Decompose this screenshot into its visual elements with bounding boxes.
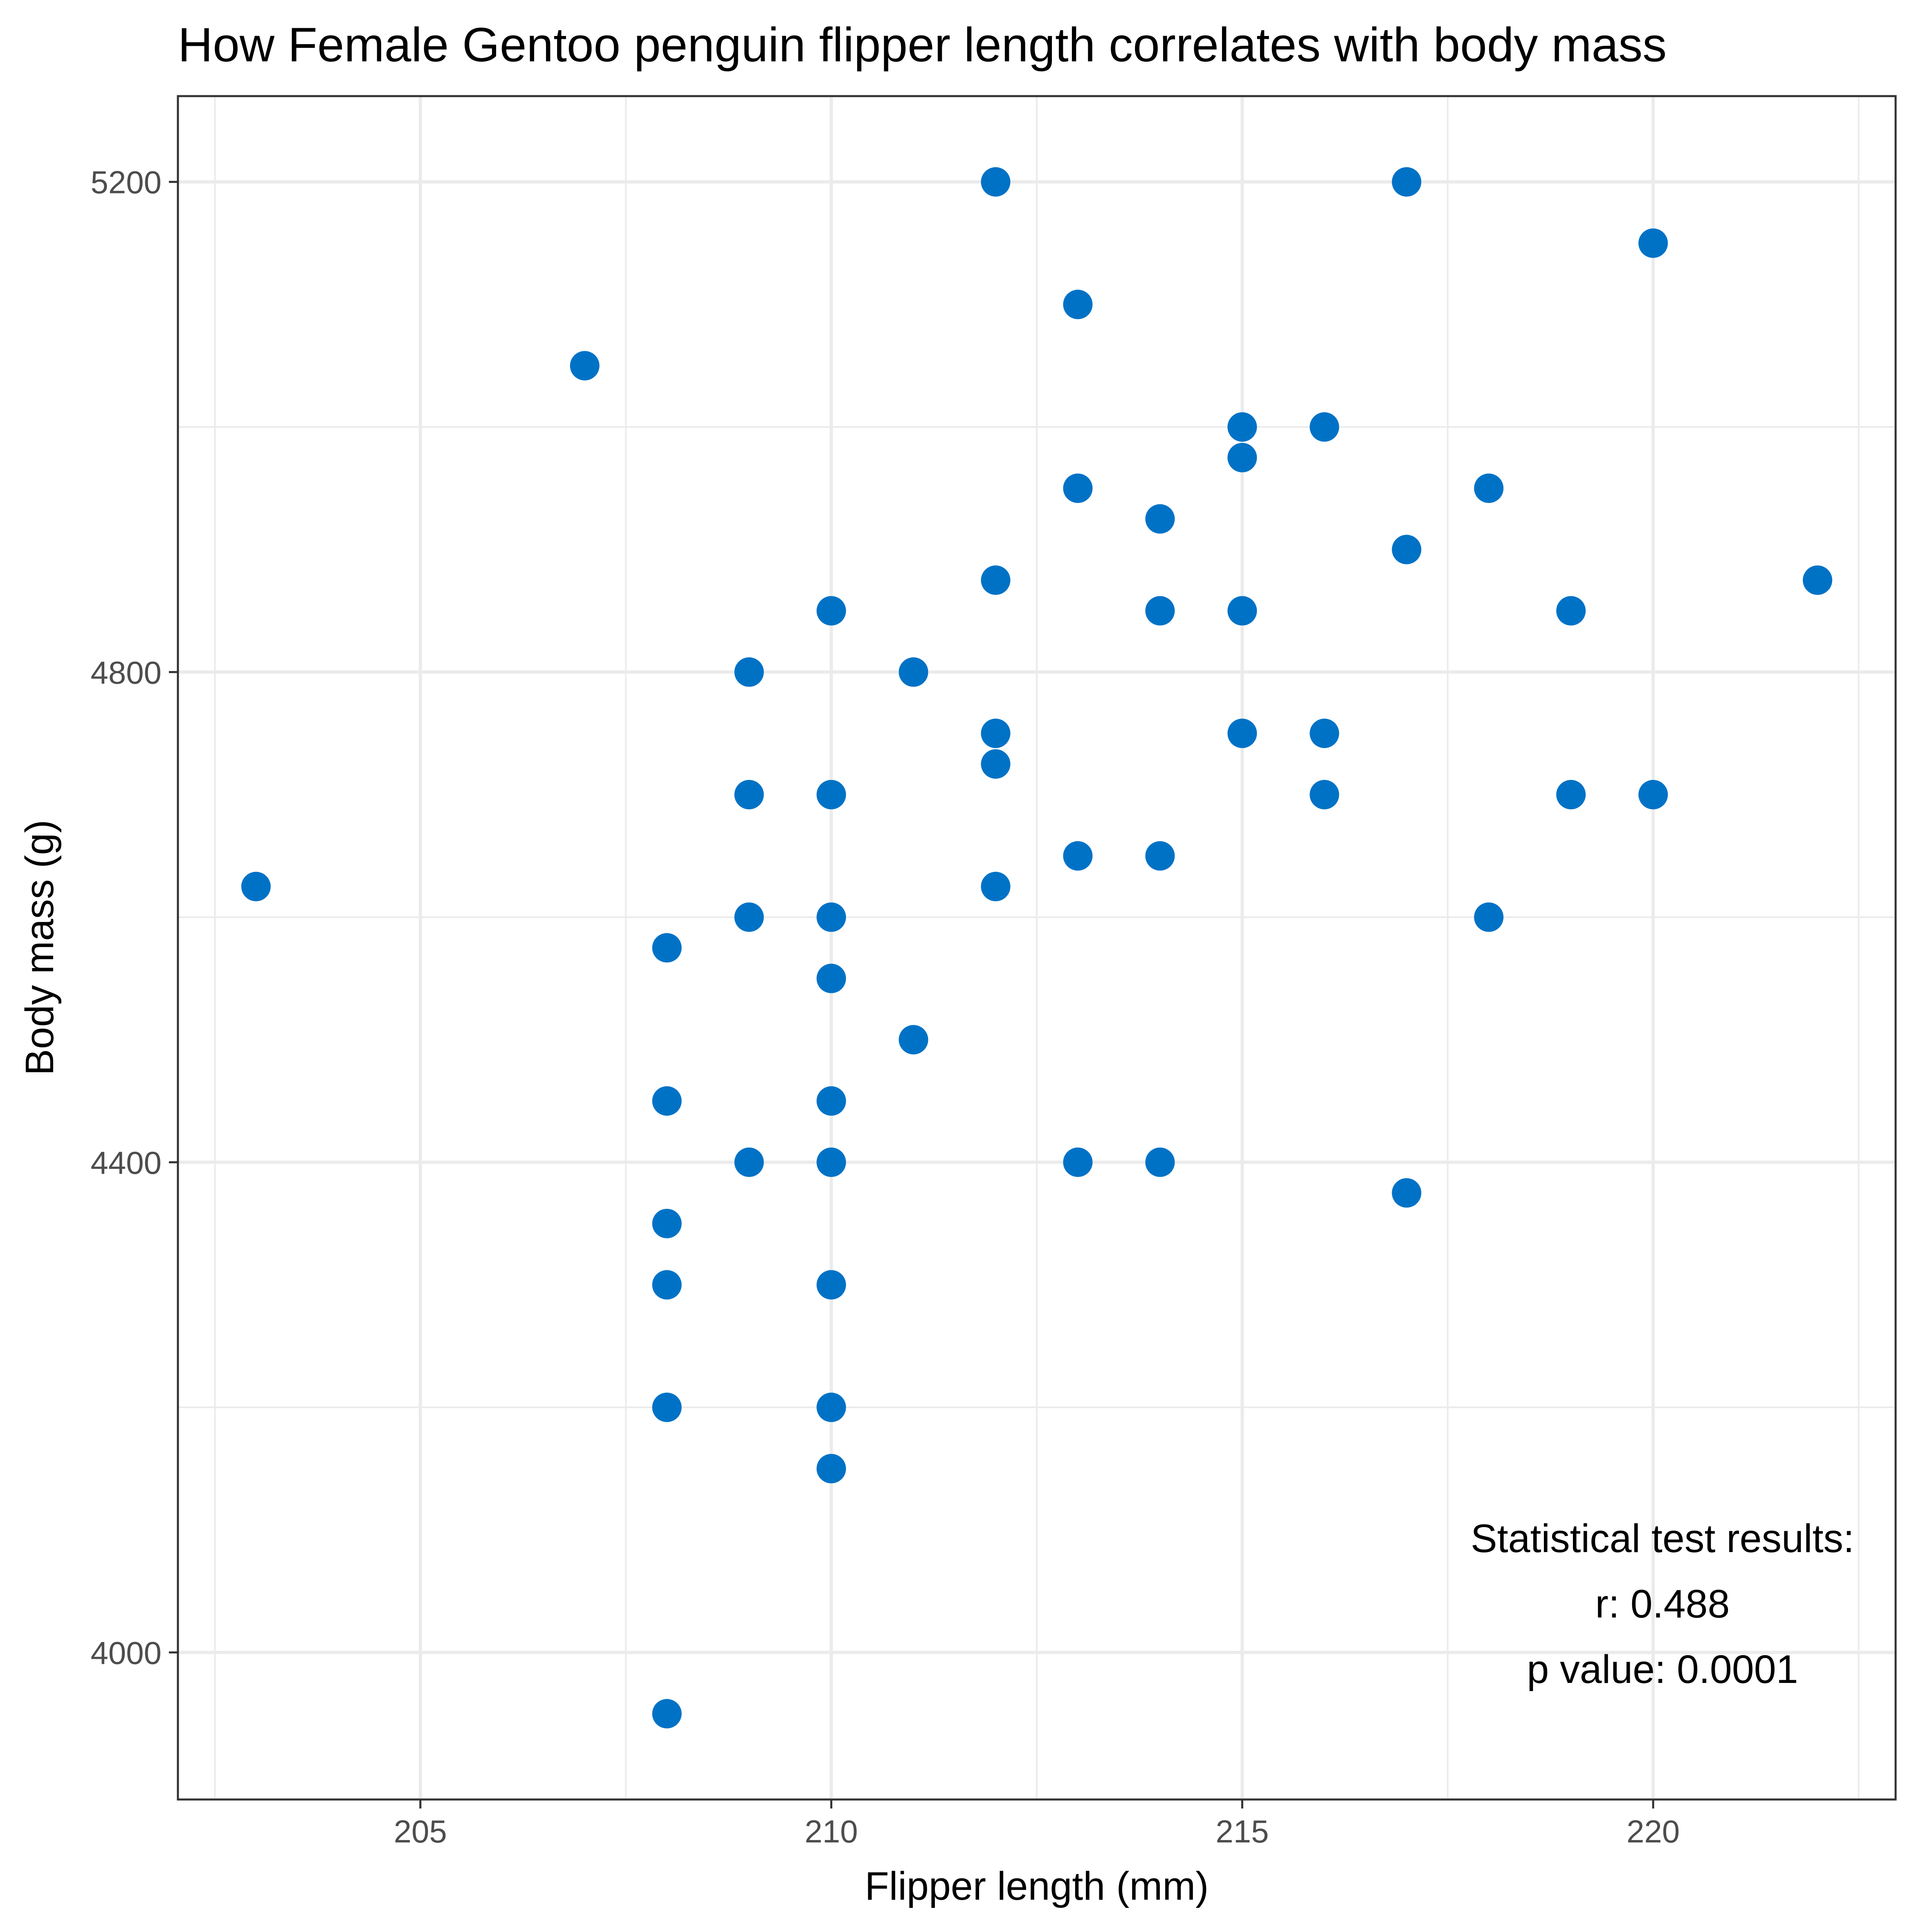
y-tick-label: 4400	[90, 1145, 162, 1181]
data-point	[241, 872, 271, 901]
data-point	[816, 1086, 846, 1116]
data-point	[734, 902, 764, 932]
stats-annotation-p: p value: 0.0001	[1527, 1647, 1798, 1692]
data-point	[1227, 412, 1257, 442]
axis-ticks: 205 210 215 220 4000 4400 4800 5200	[90, 164, 1680, 1849]
data-point	[981, 872, 1011, 901]
data-point	[1392, 167, 1422, 197]
data-point	[1063, 473, 1093, 503]
data-point	[816, 596, 846, 626]
data-point	[1310, 780, 1339, 809]
data-point	[652, 1699, 682, 1729]
data-point	[1310, 412, 1339, 442]
data-point	[734, 780, 764, 809]
data-point	[981, 167, 1011, 197]
data-point	[1474, 473, 1504, 503]
data-point	[816, 1147, 846, 1177]
data-point	[652, 1393, 682, 1422]
x-tick-label: 220	[1626, 1813, 1680, 1849]
data-points	[241, 167, 1833, 1729]
data-point	[570, 351, 600, 381]
data-point	[1638, 780, 1668, 809]
data-point	[1392, 1178, 1422, 1208]
data-point	[899, 1025, 928, 1055]
data-point	[1063, 1147, 1093, 1177]
data-point	[1063, 290, 1093, 319]
data-point	[734, 1147, 764, 1177]
data-point	[652, 933, 682, 963]
data-point	[899, 657, 928, 687]
data-point	[1145, 504, 1175, 534]
data-point	[1638, 228, 1668, 258]
data-point	[981, 719, 1011, 748]
data-point	[816, 780, 846, 809]
data-point	[1227, 443, 1257, 472]
data-point	[1556, 596, 1586, 626]
x-tick-label: 215	[1215, 1813, 1269, 1849]
data-point	[816, 964, 846, 993]
data-point	[1227, 719, 1257, 748]
data-point	[981, 565, 1011, 595]
data-point	[734, 657, 764, 687]
data-point	[1803, 565, 1833, 595]
x-axis-title: Flipper length (mm)	[865, 1864, 1209, 1908]
data-point	[1392, 535, 1422, 564]
data-point	[1556, 780, 1586, 809]
data-point	[816, 1453, 846, 1483]
stats-annotation: Statistical test results: r: 0.488 p val…	[1471, 1516, 1854, 1692]
data-point	[1145, 841, 1175, 871]
data-point	[652, 1086, 682, 1116]
y-tick-label: 4000	[90, 1635, 162, 1671]
data-point	[652, 1209, 682, 1238]
chart-title: How Female Gentoo penguin flipper length…	[178, 18, 1667, 72]
data-point	[652, 1270, 682, 1300]
y-axis-title: Body mass (g)	[17, 820, 62, 1075]
data-point	[1145, 596, 1175, 626]
y-tick-label: 5200	[90, 164, 162, 200]
data-point	[1145, 1147, 1175, 1177]
x-tick-label: 210	[805, 1813, 858, 1849]
plot-panel-border	[177, 95, 1897, 1801]
data-point	[1063, 841, 1093, 871]
y-tick-label: 4800	[90, 654, 162, 690]
data-point	[816, 1270, 846, 1300]
x-tick-label: 205	[394, 1813, 447, 1849]
data-point	[1474, 902, 1504, 932]
data-point	[981, 749, 1011, 779]
grid-lines	[178, 96, 1896, 1799]
data-point	[816, 902, 846, 932]
data-point	[1227, 596, 1257, 626]
data-point	[1310, 719, 1339, 748]
data-point	[816, 1393, 846, 1422]
stats-annotation-heading: Statistical test results:	[1471, 1516, 1854, 1561]
stats-annotation-r: r: 0.488	[1595, 1582, 1730, 1626]
